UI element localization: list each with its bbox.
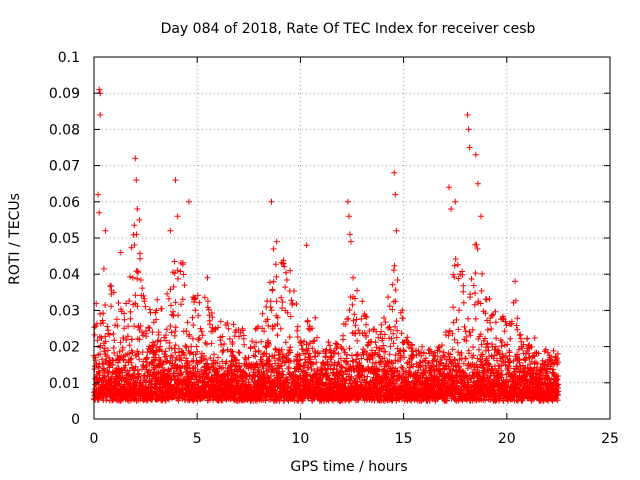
y-axis-label: ROTI / TECUs: [7, 193, 23, 285]
x-axis-label: GPS time / hours: [290, 459, 407, 475]
y-tick-label: 0.03: [49, 303, 80, 319]
x-tick-label: 20: [498, 431, 516, 447]
y-tick-label: 0.1: [58, 50, 80, 66]
y-tick-label: 0.05: [49, 231, 80, 247]
y-tick-label: 0.06: [49, 195, 80, 211]
y-tick-label: 0.02: [49, 340, 80, 356]
y-tick-label: 0.09: [49, 86, 80, 102]
y-tick-label: 0.08: [49, 122, 80, 138]
x-tick-label: 10: [291, 431, 309, 447]
y-tick-label: 0: [71, 412, 80, 428]
y-tick-labels: 0 0.01 0.02 0.03 0.04 0.05 0.06 0.07 0.08 0.09 0.1: [49, 50, 80, 428]
axis-ticks: [93, 56, 611, 420]
y-tick-label: 0.07: [49, 159, 80, 175]
grid-lines: [94, 57, 610, 419]
chart-title: Day 084 of 2018, Rate Of TEC Index for r…: [161, 21, 536, 37]
x-tick-label: 0: [90, 431, 99, 447]
x-tick-labels: 0 5 10 15 20 25: [90, 431, 619, 447]
scatter-series-roti: [90, 86, 562, 404]
y-tick-label: 0.01: [49, 376, 80, 392]
x-tick-label: 15: [395, 431, 413, 447]
y-tick-label: 0.04: [49, 267, 80, 283]
x-tick-label: 25: [601, 431, 619, 447]
roti-point-markers: [90, 86, 562, 404]
x-tick-label: 5: [193, 431, 202, 447]
